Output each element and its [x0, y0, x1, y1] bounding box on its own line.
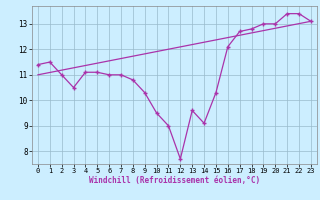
X-axis label: Windchill (Refroidissement éolien,°C): Windchill (Refroidissement éolien,°C) [89, 176, 260, 185]
